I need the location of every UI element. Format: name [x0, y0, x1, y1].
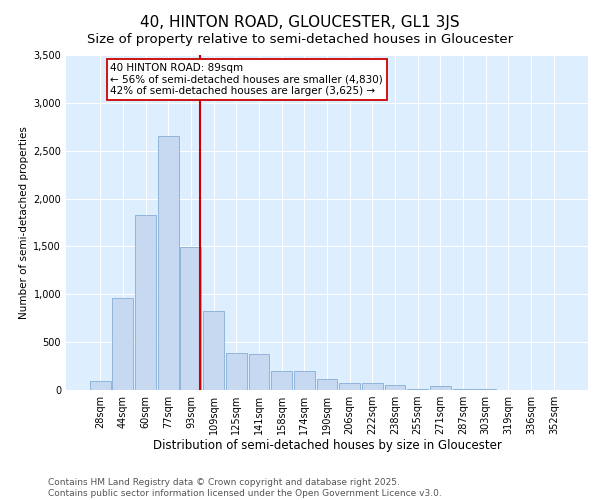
Y-axis label: Number of semi-detached properties: Number of semi-detached properties: [19, 126, 29, 319]
Bar: [181, 248, 202, 390]
Bar: [339, 384, 360, 390]
Bar: [430, 386, 451, 390]
X-axis label: Distribution of semi-detached houses by size in Gloucester: Distribution of semi-detached houses by …: [152, 438, 502, 452]
Text: Size of property relative to semi-detached houses in Gloucester: Size of property relative to semi-detach…: [87, 32, 513, 46]
Text: 40, HINTON ROAD, GLOUCESTER, GL1 3JS: 40, HINTON ROAD, GLOUCESTER, GL1 3JS: [140, 15, 460, 30]
Bar: [294, 371, 315, 390]
Bar: [158, 136, 179, 390]
Bar: [452, 389, 473, 390]
Bar: [248, 354, 269, 390]
Bar: [362, 384, 383, 390]
Text: Contains HM Land Registry data © Crown copyright and database right 2025.
Contai: Contains HM Land Registry data © Crown c…: [48, 478, 442, 498]
Bar: [135, 215, 156, 390]
Bar: [407, 389, 428, 390]
Bar: [317, 378, 337, 390]
Text: 40 HINTON ROAD: 89sqm
← 56% of semi-detached houses are smaller (4,830)
42% of s: 40 HINTON ROAD: 89sqm ← 56% of semi-deta…: [110, 62, 383, 96]
Bar: [226, 352, 247, 390]
Bar: [385, 385, 406, 390]
Bar: [112, 298, 133, 390]
Bar: [90, 381, 110, 390]
Bar: [475, 389, 496, 390]
Bar: [203, 310, 224, 390]
Bar: [271, 371, 292, 390]
